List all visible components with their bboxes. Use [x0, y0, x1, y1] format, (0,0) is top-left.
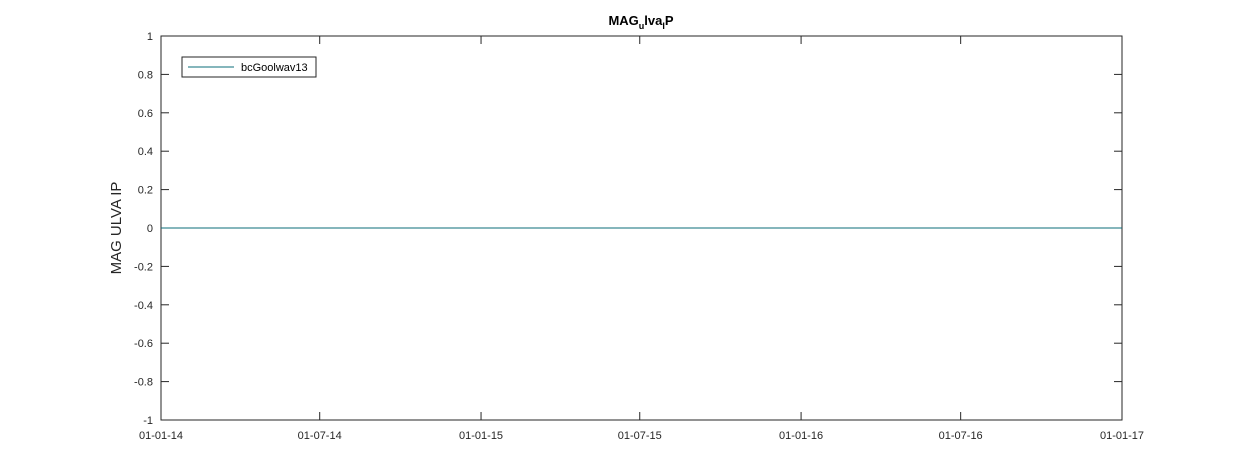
- legend-box: [181, 56, 317, 78]
- y-tick-label: 0: [147, 223, 153, 235]
- y-tick-label: -0.8: [134, 377, 153, 389]
- chart-title-part-a: MAG: [608, 13, 638, 28]
- chart-title-sub-2: I: [662, 21, 665, 31]
- y-tick-label: -1: [143, 415, 153, 427]
- y-axis-label: MAG ULVA IP: [108, 182, 125, 275]
- y-tick-label: 1: [147, 31, 153, 43]
- x-tick-label: 01-07-16: [939, 430, 983, 442]
- x-tick-label: 01-01-17: [1100, 430, 1144, 442]
- y-tick-label: 0.6: [138, 108, 153, 120]
- x-tick-label: 01-01-16: [779, 430, 823, 442]
- x-axis-ticks: 01-01-14 01-07-14 01-01-15 01-07-15 01-01-16…: [139, 36, 1144, 442]
- chart-title: MAGulvaIP: [608, 13, 673, 31]
- y-tick-label: 0.2: [138, 185, 153, 197]
- x-tick-label: 01-01-14: [139, 430, 183, 442]
- x-tick-label: 01-01-15: [459, 430, 503, 442]
- legend-label: bcGoolwav13: [241, 62, 308, 74]
- x-tick-label: 01-07-14: [298, 430, 342, 442]
- chart-title-sub-1: u: [639, 21, 645, 31]
- y-tick-label: -0.6: [134, 338, 153, 350]
- chart-title-part-b: lva: [644, 13, 663, 28]
- y-tick-label: 0.4: [138, 146, 153, 158]
- y-tick-label: -0.2: [134, 261, 153, 273]
- chart-title-part-c: P: [665, 13, 674, 28]
- legend: bcGoolwav13: [181, 56, 317, 78]
- y-tick-label: -0.4: [134, 300, 153, 312]
- y-tick-label: 0.8: [138, 69, 153, 81]
- x-tick-label: 01-07-15: [618, 430, 662, 442]
